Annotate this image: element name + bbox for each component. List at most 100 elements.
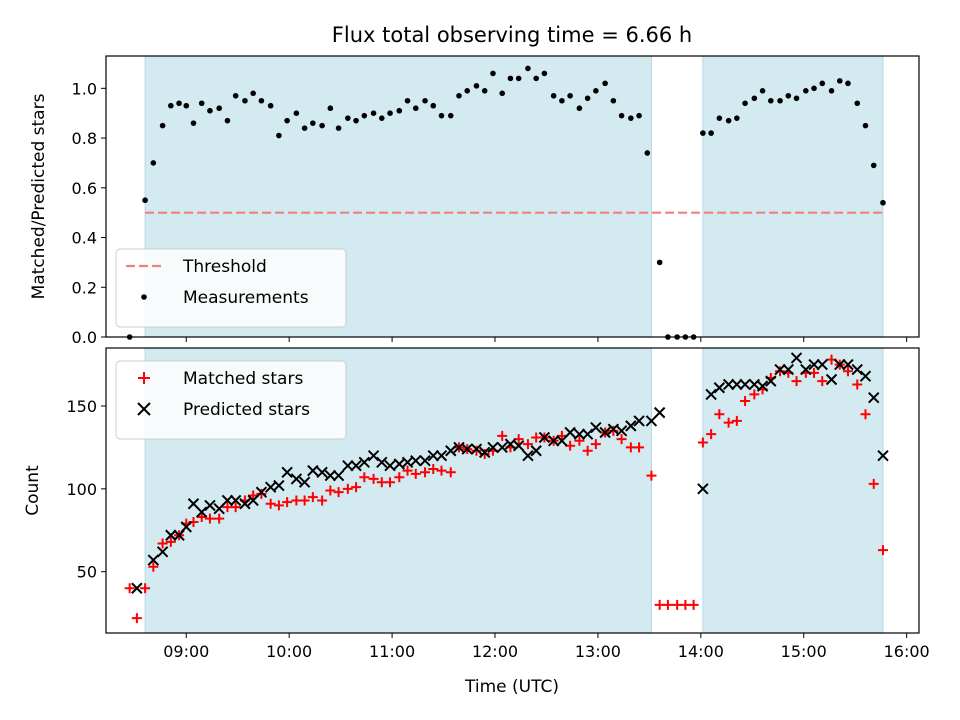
y-tick-label: 150 [66,397,97,416]
measurement-point [819,80,826,87]
measurement-point [293,110,300,116]
predicted-stars-point [790,352,803,364]
y-tick-label: 0.0 [72,328,97,347]
measurement-point [447,112,454,119]
measurement-point [361,112,368,119]
matched-stars-point [706,429,717,440]
predicted-stars-point [713,382,726,394]
predicted-stars-point [298,476,311,488]
measurement-point [541,70,548,77]
matched-stars-point [740,396,751,407]
x-tick-label: 14:00 [678,642,724,661]
predicted-stars-point [633,415,645,427]
measurement-point [207,107,213,114]
matched-stars-point [204,513,215,524]
matched-stars-point [582,445,593,456]
matched-stars-point [402,465,413,476]
matched-stars-point [410,468,421,479]
legend: Matched stars Predicted stars [115,360,347,440]
measurement-point [550,92,557,99]
x-tick-label: 09:00 [163,642,209,661]
predicted-stars-point [564,426,576,439]
matched-stars-point [131,613,142,624]
matched-stars-point [325,485,336,496]
measurement-point [456,92,462,99]
measurement-point [412,105,419,112]
measurement-point [216,105,223,112]
predicted-stars-point [445,445,457,457]
predicted-stars-point [842,358,854,371]
measurement-point [310,120,316,126]
predicted-stars-point [427,449,439,462]
observing-window [702,348,883,633]
matched-stars-point [351,482,362,493]
predicted-stars-point [756,380,769,392]
measurement-point [258,97,265,104]
predicted-stars-point [419,454,431,467]
predicted-stars-point [547,435,560,447]
predicted-stars-point [816,358,828,371]
measurement-point [584,95,591,102]
measurement-point [751,95,758,102]
measurement-point [159,122,166,129]
y-axis-label: Count [23,465,43,516]
matched-stars-point [616,434,627,445]
top-panel: 0.0 0.2 0.4 0.6 0.8 1.0 Matched/Predicted star… [29,55,920,347]
measurement-point [353,117,359,124]
measurement-point [267,102,274,109]
matched-stars-point [697,437,708,448]
matched-stars-point [282,497,293,508]
x-tick-label: 12:00 [472,642,518,661]
matched-stars-point [590,439,601,450]
predicted-stars-point [435,449,448,462]
measurement-point [576,105,583,112]
matched-stars-point [342,483,353,494]
measurement-point [250,90,256,97]
matched-stars-point [868,478,879,489]
measurement-point [345,115,351,121]
y-tick-label: 100 [66,480,97,499]
y-tick-label: 0.6 [72,179,97,198]
x-tick-label: 16:00 [884,642,930,661]
predicted-stars-point [697,483,709,495]
measurement-point [759,88,766,94]
matched-stars-point [634,442,645,453]
measurement-point [742,100,748,107]
legend-label: Matched stars [183,369,303,389]
matched-stars-point [299,495,310,506]
measurement-point [636,112,642,119]
measurement-point [525,65,531,72]
matched-stars-point [317,495,328,506]
measurement-point [481,88,488,94]
measurement-point [242,97,248,104]
measurement-point [176,100,182,107]
matched-stars-point [307,492,318,503]
matched-stars-point [877,545,888,556]
predicted-stars-point [350,459,362,472]
matched-stars-point [852,379,863,390]
legend-predicted-swatch [137,402,151,416]
measurement-point [628,115,634,121]
predicted-stars-point [825,373,838,386]
measurement-point [862,122,869,129]
measurement-point [725,117,732,124]
predicted-stars-point [367,449,380,462]
matched-stars-point [359,472,370,483]
predicted-stars-point [859,370,872,382]
x-tick-label: 13:00 [575,642,621,661]
matched-stars-point [428,463,439,474]
matched-stars-point [265,498,276,509]
predicted-stars-point [307,464,319,477]
measurement-point [644,150,651,156]
measurement-point [379,115,385,121]
predicted-stars-point [653,406,666,419]
measurement-point [396,107,403,114]
chart-title: Flux total observing time = 6.66 h [332,23,692,47]
measurement-point [168,102,174,109]
matched-stars-point [791,376,802,387]
predicted-stars-point [877,449,889,462]
measurement-point [567,92,573,99]
predicted-stars-point [470,443,483,455]
matched-stars-point [196,512,207,523]
predicted-stars-point [581,428,594,440]
